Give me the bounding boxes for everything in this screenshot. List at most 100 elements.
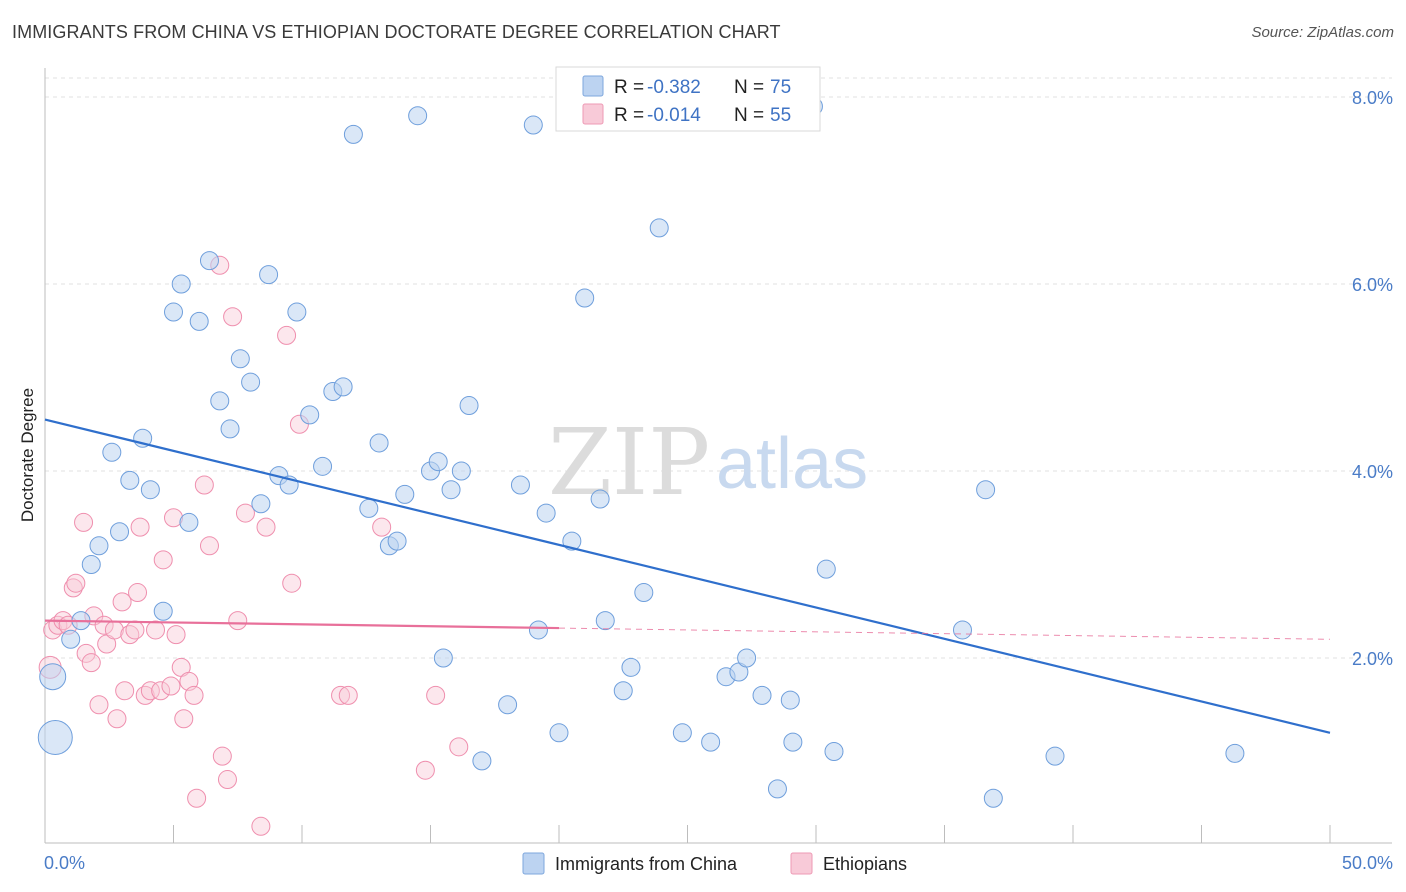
china-point [387, 531, 407, 551]
source-label: Source: ZipAtlas.com [1251, 24, 1394, 41]
watermark-atlas: atlas [716, 424, 868, 504]
legend-r-label: R = [614, 105, 644, 126]
legend-r-label: R = [614, 77, 644, 98]
legend-n-china: 75 [770, 77, 791, 98]
legend-swatch-china-bottom [522, 852, 545, 875]
ethiopian-trend-line [44, 619, 560, 630]
china-point [251, 494, 271, 514]
china-point [816, 559, 836, 579]
ethiopian-point [130, 517, 150, 537]
china-point [621, 657, 641, 677]
china-point [153, 601, 173, 621]
legend-r-ethiopian: -0.014 [647, 105, 701, 126]
china-point [780, 690, 800, 710]
china-point [824, 742, 844, 761]
china-point [164, 302, 183, 322]
china-point [983, 788, 1003, 808]
legend-swatch-ethiopian [582, 103, 604, 125]
ethiopian-point [128, 583, 148, 603]
x-tick-label-max: 50.0% [1342, 853, 1393, 873]
ethiopian-point [174, 709, 194, 729]
china-point [395, 484, 415, 504]
watermark: ZIP atlas [548, 409, 868, 516]
y-tick-label: 4.0% [1352, 462, 1393, 482]
china-point [199, 251, 219, 271]
china-point [110, 522, 130, 542]
china-points [37, 96, 1245, 808]
china-point [634, 583, 654, 603]
ethiopian-point [228, 611, 248, 631]
china-point [1225, 743, 1245, 763]
x-tick-label-min: 0.0% [44, 853, 85, 873]
legend-n-ethiopian: 55 [770, 105, 791, 126]
ethiopian-point [235, 503, 255, 523]
axes [44, 68, 1392, 844]
ethiopian-point [76, 643, 96, 663]
ethiopian-point [146, 620, 166, 640]
ethiopian-point [115, 681, 135, 701]
y-tick-labels: 2.0% 4.0% 6.0% 8.0% [1352, 88, 1393, 669]
ethiopian-point [112, 592, 132, 612]
china-point [510, 475, 530, 495]
china-point [595, 611, 615, 631]
stats-legend: R = -0.382 N = 75 R = -0.014 N = 55 [555, 66, 821, 132]
china-point [89, 536, 109, 556]
ethiopian-point [223, 307, 243, 327]
ethiopian-point [81, 653, 101, 673]
china-point [140, 480, 160, 500]
ethiopian-point [282, 573, 302, 593]
china-point [472, 751, 492, 771]
china-point [428, 452, 448, 472]
ethiopian-point [372, 517, 392, 537]
gridlines [45, 77, 1392, 659]
ethiopian-point [74, 512, 94, 532]
china-point [549, 723, 569, 743]
china-point [649, 218, 669, 238]
ethiopian-point [449, 737, 469, 757]
ethiopian-point [153, 550, 173, 570]
china-point [359, 498, 379, 518]
ethiopian-point [166, 625, 186, 645]
ethiopian-point [125, 620, 145, 640]
chart-title: IMMIGRANTS FROM CHINA VS ETHIOPIAN DOCTO… [12, 22, 781, 42]
china-point [562, 531, 582, 551]
china-point [672, 723, 692, 743]
china-point [220, 419, 240, 439]
china-point [752, 685, 772, 705]
china-point [230, 349, 250, 369]
china-point [369, 433, 389, 453]
china-point [441, 480, 461, 500]
y-axis-label: Doctorate Degree [18, 388, 37, 522]
ethiopian-point [194, 475, 214, 495]
china-point [783, 732, 803, 752]
y-tick-label: 8.0% [1352, 88, 1393, 108]
china-point [287, 302, 307, 322]
legend-label-ethiopian: Ethiopians [823, 854, 907, 874]
ethiopian-point [107, 709, 127, 729]
ethiopian-point [184, 685, 204, 705]
china-point [433, 648, 453, 668]
ethiopian-point [151, 681, 171, 701]
ethiopian-points [38, 255, 469, 836]
china-point [210, 391, 230, 411]
ethiopian-trend-extension [558, 627, 1331, 640]
china-point [313, 456, 333, 476]
china-point [189, 311, 209, 331]
ethiopian-point [179, 671, 199, 691]
china-point [701, 732, 721, 752]
china-point [61, 629, 81, 649]
y-tick-label: 6.0% [1352, 275, 1393, 295]
trend-lines [44, 418, 1331, 734]
ethiopian-point [415, 760, 435, 780]
china-point [102, 442, 122, 462]
ethiopian-point [140, 681, 160, 701]
china-point [1045, 746, 1065, 766]
china-point [300, 405, 320, 425]
legend-swatch-ethiopian-bottom [790, 852, 813, 875]
china-point [179, 512, 199, 532]
legend-r-china: -0.382 [647, 77, 701, 98]
watermark-zip: ZIP [548, 409, 710, 516]
ethiopian-point [161, 676, 181, 696]
china-point [81, 555, 101, 574]
x-tick-labels: 0.0% 50.0% [44, 853, 1393, 873]
